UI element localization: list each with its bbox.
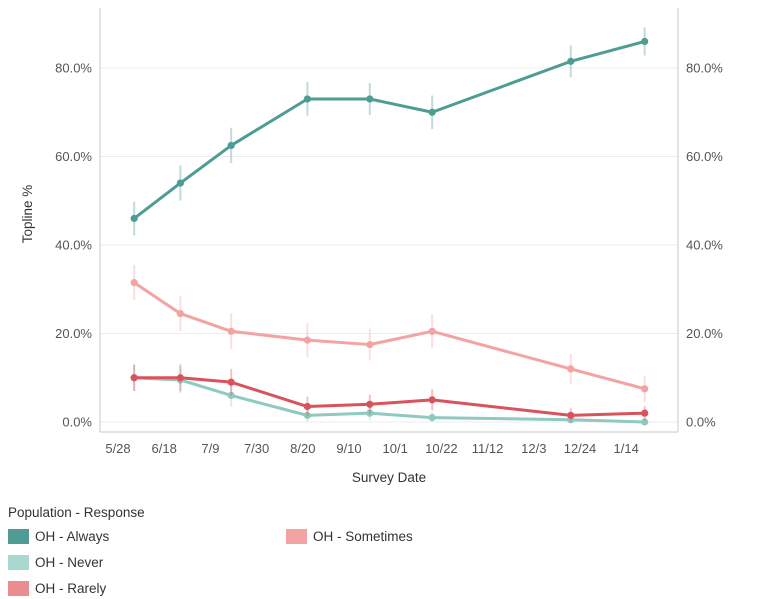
y-tick-label-left: 60.0% (55, 149, 92, 164)
data-point-oh-always (130, 214, 138, 223)
data-point-oh-never (366, 409, 374, 417)
x-tick-label: 12/3 (521, 441, 546, 456)
legend-label-rarely: OH - Rarely (35, 581, 107, 596)
legend-item-never[interactable]: OH - Never (8, 555, 103, 570)
data-point-oh-sometimes (428, 327, 436, 335)
x-tick-label: 8/20 (290, 441, 315, 456)
data-point-oh-always (176, 179, 184, 187)
data-point-oh-never (227, 391, 235, 400)
legend-swatch-rarely (8, 581, 29, 596)
data-point-oh-sometimes (567, 365, 575, 373)
data-point-oh-rarely (130, 374, 138, 382)
legend-item-rarely[interactable]: OH - Rarely (8, 581, 106, 596)
series-line-oh-always (133, 40, 646, 220)
data-point-oh-rarely (303, 402, 312, 411)
data-point-oh-sometimes (176, 309, 184, 318)
legend-label-never: OH - Never (35, 555, 104, 570)
y-tick-label-right: 80.0% (686, 61, 723, 76)
data-point-oh-never (428, 413, 436, 422)
data-point-oh-sometimes (227, 327, 235, 335)
series-line-oh-never (134, 376, 645, 424)
y-tick-label-right: 60.0% (686, 149, 723, 164)
legend-title: Population - Response (8, 505, 145, 520)
data-point-oh-sometimes (366, 340, 374, 349)
data-point-oh-rarely (176, 374, 184, 382)
data-point-oh-rarely (227, 378, 235, 386)
y-tick-label-right: 0.0% (686, 415, 716, 430)
data-point-oh-sometimes (130, 279, 138, 287)
data-point-oh-rarely (641, 409, 649, 417)
data-point-oh-rarely (428, 396, 436, 404)
y-tick-label-left: 0.0% (62, 415, 92, 430)
data-point-oh-always (303, 95, 312, 103)
x-tick-label: 10/22 (425, 441, 458, 456)
x-axis-title: Survey Date (352, 470, 426, 485)
data-point-oh-rarely (567, 411, 575, 419)
data-point-oh-always (366, 95, 374, 103)
y-axis-title: Topline % (20, 185, 35, 244)
y-tick-label-right: 20.0% (686, 326, 723, 341)
x-tick-label: 5/28 (105, 441, 130, 456)
x-tick-label: 9/10 (336, 441, 361, 456)
data-point-oh-rarely (366, 400, 374, 408)
data-point-oh-always (428, 108, 436, 116)
data-point-oh-always (567, 57, 575, 65)
legend-swatch-never (8, 555, 29, 570)
x-tick-label: 11/12 (472, 441, 504, 456)
data-point-oh-never (641, 418, 649, 426)
x-tick-label: 1/14 (614, 441, 639, 456)
legend-swatch-always (8, 529, 29, 544)
y-tick-label-left: 80.0% (55, 61, 92, 76)
x-tick-label: 10/1 (383, 441, 408, 456)
legend-label-always: OH - Always (35, 529, 110, 544)
data-point-oh-never (303, 411, 312, 419)
y-tick-label-left: 20.0% (55, 326, 92, 341)
y-tick-label-left: 40.0% (55, 238, 92, 253)
legend-swatch-sometimes (286, 529, 307, 544)
x-tick-label: 7/30 (244, 441, 269, 456)
data-point-oh-always (227, 141, 235, 150)
x-tick-label: 7/9 (201, 441, 219, 456)
legend: Population - Response OH - Always OH - S… (8, 505, 768, 596)
data-point-oh-sometimes (641, 385, 649, 393)
data-point-oh-sometimes (303, 336, 312, 344)
legend-item-always[interactable]: OH - Always (8, 529, 109, 544)
x-tick-label: 6/18 (152, 441, 177, 456)
line-chart: 0.0% 0.0% 20.0% 20.0% 40.0% 40.0% 60.0% 60.0% 80… (20, 8, 723, 485)
legend-label-sometimes: OH - Sometimes (313, 529, 413, 544)
series-line-oh-rarely (134, 376, 645, 417)
x-tick-label: 12/24 (564, 441, 597, 456)
data-point-oh-always (641, 37, 649, 46)
legend-item-sometimes[interactable]: OH - Sometimes (286, 529, 413, 544)
y-tick-label-right: 40.0% (686, 238, 723, 253)
series-line-oh-sometimes (133, 281, 646, 391)
